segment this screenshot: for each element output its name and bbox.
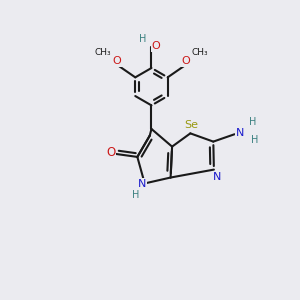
Text: H: H	[249, 117, 256, 127]
Text: H: H	[251, 134, 258, 145]
Text: H: H	[132, 190, 140, 200]
Text: O: O	[152, 41, 160, 51]
Text: CH₃: CH₃	[94, 47, 111, 56]
Text: O: O	[112, 56, 121, 66]
Text: N: N	[213, 172, 221, 182]
Text: Se: Se	[184, 120, 198, 130]
Text: H: H	[139, 34, 146, 44]
Text: O: O	[182, 56, 190, 66]
Text: N: N	[138, 179, 146, 189]
Text: O: O	[106, 146, 116, 159]
Text: CH₃: CH₃	[192, 47, 208, 56]
Text: N: N	[236, 128, 244, 138]
